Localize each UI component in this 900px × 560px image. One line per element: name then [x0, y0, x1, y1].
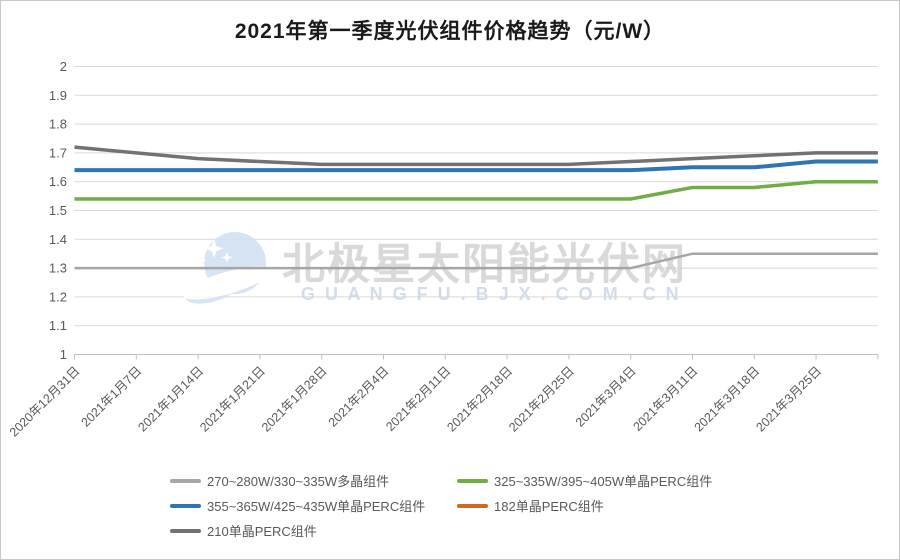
x-tick-label: 2021年3月11日 [630, 364, 700, 434]
y-tick-label: 1.5 [49, 203, 67, 218]
watermark-text: 北极星太阳能光伏网 [282, 241, 687, 289]
chart-legend: 270~280W/330~335W多晶组件 325~335W/395~405W单晶… [170, 472, 712, 539]
legend-label: 355~365W/425~435W单晶PERC组件 [207, 499, 426, 514]
x-tick-label: 2021年2月18日 [444, 364, 515, 435]
watermark-url: G U A N G F U . B J X . C O M . C N [301, 284, 681, 304]
legend-swatch-icon [170, 478, 201, 483]
watermark: 北极星太阳能光伏网 G U A N G F U . B J X . C O M … [182, 232, 687, 304]
x-tick-label: 2021年2月25日 [506, 364, 577, 435]
legend-label: 270~280W/330~335W多晶组件 [207, 474, 390, 489]
y-tick-label: 1.3 [49, 261, 67, 276]
legend-swatch-icon [457, 503, 488, 508]
legend-swatch-icon [170, 528, 201, 533]
gridlines [74, 66, 878, 355]
x-axis: 2020年12月31日2021年1月7日2021年1月14日2021年1月21日… [7, 354, 879, 440]
legend-label: 182单晶PERC组件 [494, 499, 604, 514]
y-tick-label: 1 [60, 347, 67, 362]
series-lines [74, 145, 878, 270]
star-icon [199, 257, 207, 264]
x-tick-label: 2021年1月21日 [197, 364, 268, 435]
y-tick-label: 1.1 [49, 318, 67, 333]
x-tick-label: 2021年3月25日 [753, 364, 824, 435]
y-tick-label: 1.9 [49, 88, 67, 103]
star-icon [204, 239, 224, 258]
legend-item-4: 210单晶PERC组件 [170, 522, 457, 539]
x-tick-label: 2020年12月31日 [7, 364, 83, 440]
legend-item-2: 355~365W/425~435W单晶PERC组件 [170, 497, 457, 514]
series-line-4 [74, 145, 878, 167]
price-trend-chart: 2 1.9 1.8 1.7 1.6 1.5 1.4 1.3 1.2 1.1 1 2020年12月31… [7, 59, 879, 440]
chart-title: 2021年第一季度光伏组件价格趋势（元/W） [234, 20, 666, 43]
legend-swatch-icon [457, 478, 488, 483]
series-line-2 [74, 159, 878, 173]
y-tick-label: 1.6 [49, 174, 67, 189]
legend-item-0: 270~280W/330~335W多晶组件 [170, 472, 457, 489]
legend-label: 325~335W/395~405W单晶PERC组件 [494, 474, 713, 489]
x-tick-label: 2021年2月4日 [326, 364, 392, 430]
legend-label: 210单晶PERC组件 [207, 524, 317, 539]
y-tick-label: 1.2 [49, 289, 67, 304]
y-tick-label: 2 [60, 59, 67, 74]
y-tick-label: 1.4 [49, 232, 67, 247]
x-tick-label: 2021年3月18日 [692, 364, 763, 435]
y-tick-label: 1.8 [49, 117, 67, 132]
x-tick-label: 2021年1月28日 [259, 364, 330, 435]
y-tick-label: 1.7 [49, 145, 67, 160]
y-axis-labels: 2 1.9 1.8 1.7 1.6 1.5 1.4 1.3 1.2 1.1 1 [49, 59, 67, 362]
legend-item-3: 182单晶PERC组件 [457, 497, 712, 514]
star-icon [221, 252, 233, 263]
x-tick-label: 2021年1月7日 [79, 364, 145, 430]
series-line-0 [74, 252, 878, 270]
x-tick-label: 2021年1月14日 [135, 364, 206, 435]
legend-item-1: 325~335W/395~405W单晶PERC组件 [457, 472, 712, 489]
bjx-star-logo-icon [182, 232, 272, 304]
x-tick-label: 2021年2月11日 [383, 364, 453, 434]
series-line-1 [74, 179, 878, 201]
x-tick-label: 2021年3月4日 [573, 364, 639, 430]
legend-swatch-icon [170, 503, 201, 508]
